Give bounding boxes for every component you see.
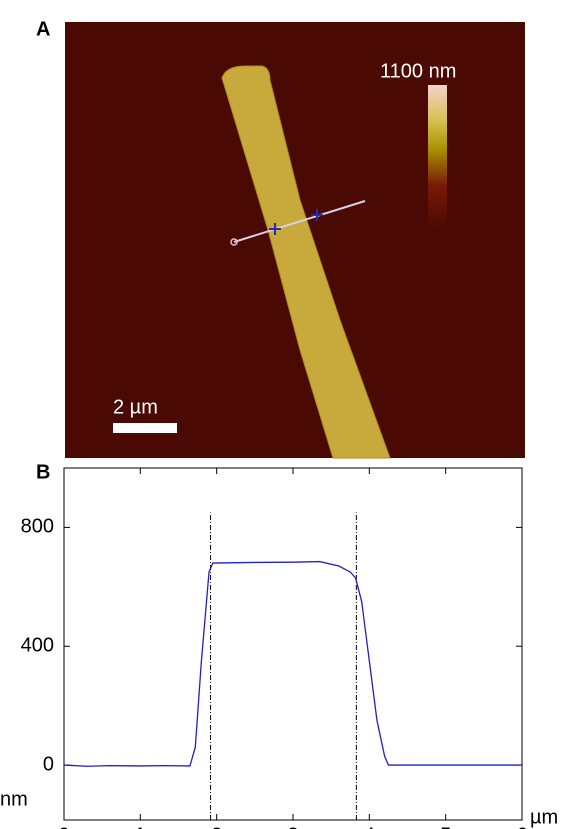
x-tick-label: 0 — [58, 824, 69, 829]
y-tick-label: 800 — [21, 516, 54, 538]
colorbar — [428, 85, 447, 228]
y-axis-label: nm — [0, 788, 28, 810]
plot-frame — [64, 468, 522, 820]
colorbar-label: 1100 nm — [380, 60, 456, 82]
x-axis-label: µm — [530, 806, 558, 828]
x-tick-label: 4 — [364, 824, 375, 829]
profile-line — [64, 562, 522, 767]
y-tick-label: 0 — [43, 753, 54, 775]
y-tick-label: 400 — [21, 635, 54, 657]
x-tick-label: 6 — [516, 824, 527, 829]
scale-bar — [113, 423, 177, 433]
panel-label: B — [36, 461, 50, 483]
x-tick-label: 1 — [135, 824, 146, 829]
x-tick-label: 3 — [287, 824, 298, 829]
panel-label: A — [36, 18, 50, 40]
x-tick-label: 2 — [211, 824, 222, 829]
figure: 1100 nm 2 µm A B nm µm 0 400 800 0 1 2 3 4 5 6 — [0, 0, 580, 829]
x-tick-label: 5 — [440, 824, 451, 829]
scale-bar-label: 2 µm — [113, 396, 158, 418]
